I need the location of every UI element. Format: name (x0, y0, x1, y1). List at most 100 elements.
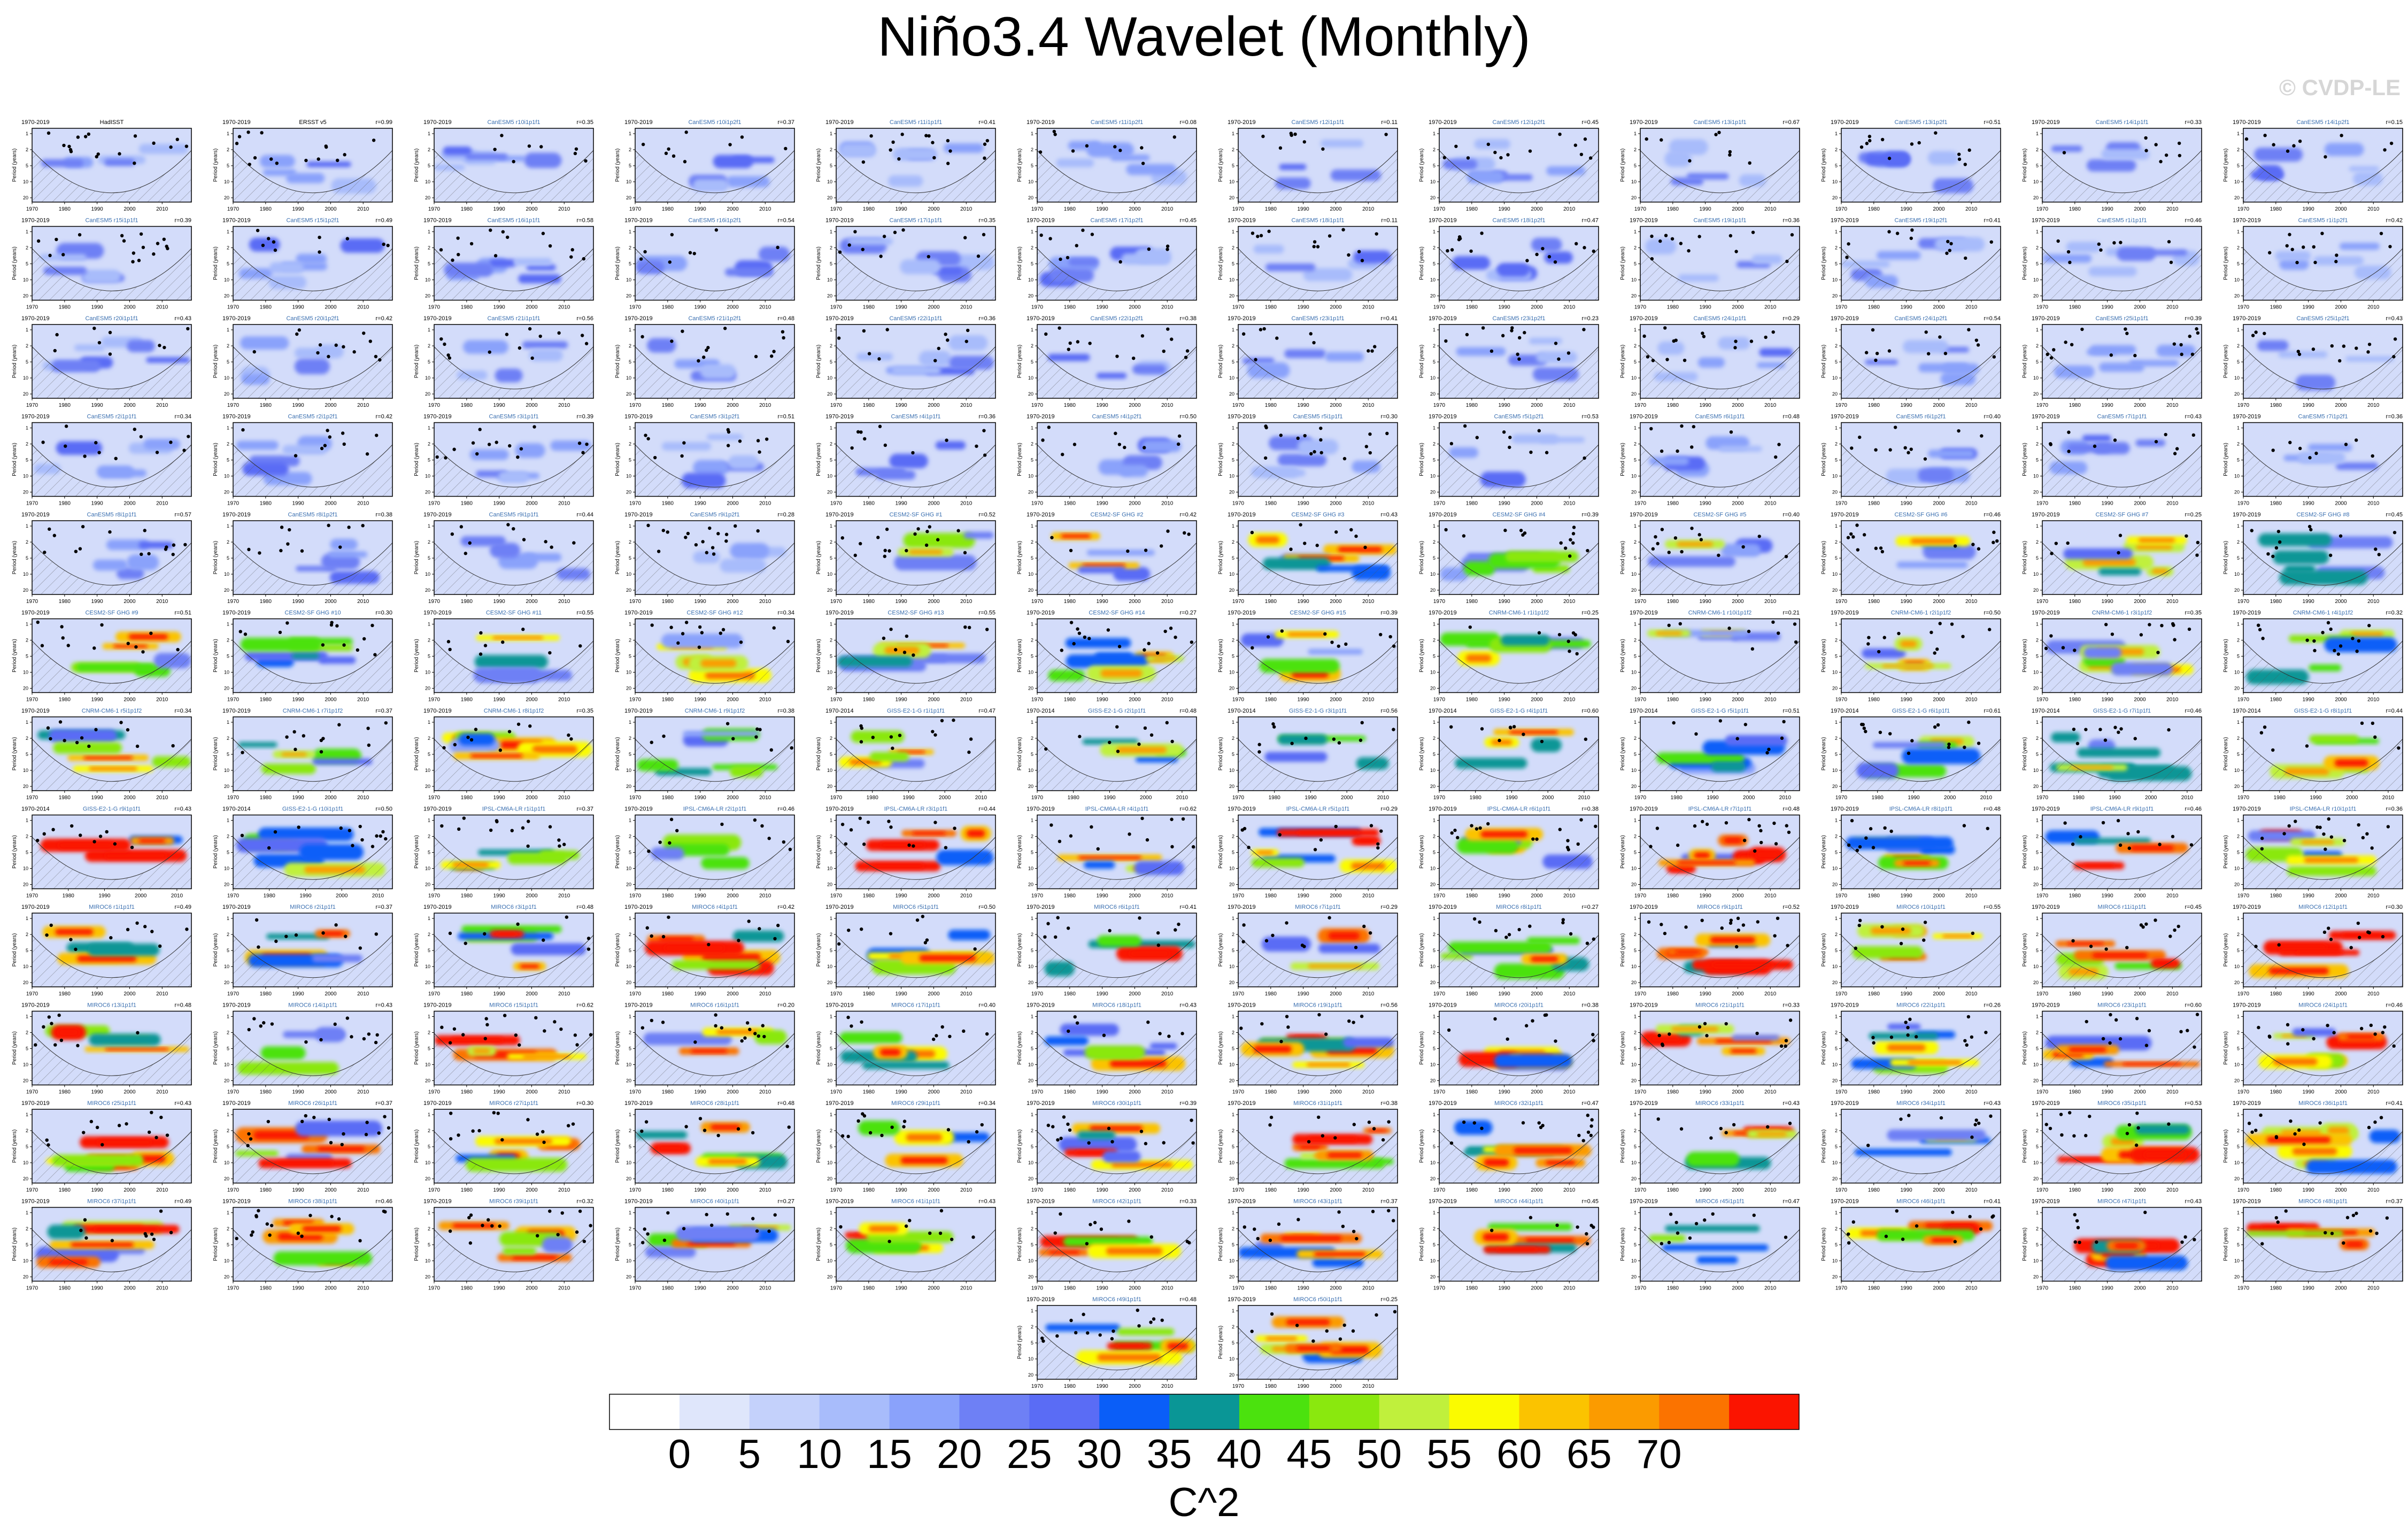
significance-dot (1392, 644, 1396, 648)
y-tick-label: 20 (224, 588, 229, 593)
y-tick-label: 2 (1634, 147, 1637, 152)
power-blob (892, 366, 941, 375)
significance-dot (1323, 632, 1327, 636)
y-tick-label: 10 (23, 375, 28, 381)
significance-dot (850, 1024, 853, 1028)
y-tick-label: 20 (1832, 293, 1838, 299)
panel-r: r=0.41 (2386, 1100, 2403, 1107)
significance-dot (1307, 1140, 1311, 1143)
significance-dot (767, 837, 771, 840)
x-tick-label: 2000 (727, 1286, 739, 1292)
significance-dot (1647, 920, 1651, 924)
significance-dot (2064, 341, 2067, 344)
significance-dot (1866, 1143, 1870, 1147)
coi-line (1841, 837, 2001, 880)
coi-line (2042, 1033, 2202, 1076)
panel-period: 1970-2019 (2233, 1002, 2261, 1009)
significance-dot (47, 131, 51, 135)
significance-dot (1923, 921, 1927, 924)
significance-dot (372, 138, 376, 142)
power-core (2266, 1137, 2331, 1143)
x-tick-label: 2000 (727, 795, 739, 801)
x-tick-label: 1990 (1103, 795, 1116, 801)
significance-dot (2292, 144, 2296, 148)
y-tick-label: 5 (428, 948, 430, 953)
power-blob (2298, 452, 2346, 464)
x-tick-label: 1990 (1700, 599, 1712, 605)
panel-period: 1970-2019 (1831, 904, 1859, 910)
y-tick-label: 2 (2036, 539, 2039, 545)
significance-dot (1869, 827, 1873, 831)
panel-period: 1970-2019 (624, 512, 653, 518)
significance-dot (2073, 648, 2077, 652)
significance-dot (495, 820, 499, 824)
power-blob (2083, 647, 2122, 659)
cone-of-influence (1439, 543, 1599, 594)
power-blob (1759, 348, 1793, 357)
y-tick-label: 20 (626, 686, 631, 691)
significance-dot (1517, 928, 1521, 932)
power-blob (1264, 752, 1328, 762)
power-blob (2279, 570, 2368, 585)
y-tick-label: 10 (2033, 277, 2039, 283)
power-blob (1918, 468, 1954, 483)
significance-dot (692, 252, 696, 256)
significance-dot (1757, 824, 1761, 828)
x-tick-label: 1970 (2237, 991, 2250, 997)
panel-name: CanESM5 r7i1p2f1 (2298, 414, 2348, 420)
significance-dot (1864, 351, 1869, 354)
significance-dot (1777, 443, 1781, 446)
panel-name: MIROC6 r19i1p1f1 (1293, 1002, 1342, 1009)
significance-dot (967, 750, 971, 754)
significance-dot (1573, 143, 1578, 147)
coi-line (836, 346, 995, 390)
x-tick-label: 1980 (2069, 403, 2081, 408)
y-tick-label: 1 (1634, 327, 1637, 333)
panel-r: r=0.52 (1783, 904, 1800, 910)
power-blob (53, 742, 122, 754)
power-blob (1149, 1042, 1177, 1049)
significance-dot (1072, 642, 1076, 646)
y-tick-label: 20 (1229, 1176, 1234, 1181)
significance-dot (83, 1218, 87, 1222)
y-tick-label: 20 (425, 293, 430, 299)
significance-dot (246, 130, 250, 134)
x-tick-label: 1970 (227, 893, 240, 899)
significance-dot (739, 640, 743, 644)
panel-name: CanESM5 r24i1p2f1 (1894, 315, 1947, 322)
significance-dot (1149, 1235, 1154, 1239)
power-blob (933, 267, 962, 275)
significance-dot (1368, 432, 1372, 436)
x-tick-label: 2000 (928, 991, 940, 997)
x-tick-label: 2000 (526, 1089, 538, 1095)
x-tick-label: 1970 (1031, 697, 1044, 703)
x-tick-label: 2010 (960, 1089, 973, 1095)
power-core (1677, 542, 1713, 546)
panel-name: MIROC6 r41i1p1f1 (891, 1199, 940, 1205)
wavelet-panel: 1970-2019 CanESM5 r11i1p2f1 r=0.081251020P… (1017, 119, 1197, 212)
y-axis-label: Period (years) (1821, 737, 1827, 771)
y-tick-label: 10 (23, 474, 28, 479)
significance-dot (1140, 146, 1144, 150)
y-tick-label: 2 (629, 442, 631, 447)
significance-dot (1158, 1032, 1162, 1036)
x-tick-label: 2000 (526, 305, 538, 311)
significance-dot (1701, 331, 1704, 335)
significance-dot (684, 130, 688, 134)
wavelet-panel: 1970-2019 CanESM5 r19i1p1f1 r=0.361251020P… (1620, 218, 1800, 311)
significance-dot (946, 338, 950, 342)
wavelet-panel: 1970-2014 GISS-E2-1-G r3i1p1f1 r=0.5612510… (1218, 708, 1398, 801)
significance-dot (143, 529, 146, 532)
x-tick-label: 1980 (59, 206, 71, 212)
x-tick-label: 1980 (1868, 1089, 1880, 1095)
significance-dot (643, 1227, 646, 1231)
significance-dot (366, 727, 370, 730)
y-tick-label: 10 (1229, 964, 1234, 969)
significance-dot (87, 744, 91, 748)
significance-dot (1965, 1043, 1969, 1047)
y-tick-label: 1 (428, 131, 430, 136)
y-tick-label: 5 (629, 654, 631, 659)
significance-dot (2263, 134, 2267, 137)
x-tick-label: 2000 (526, 403, 538, 408)
power-blob (515, 443, 545, 458)
